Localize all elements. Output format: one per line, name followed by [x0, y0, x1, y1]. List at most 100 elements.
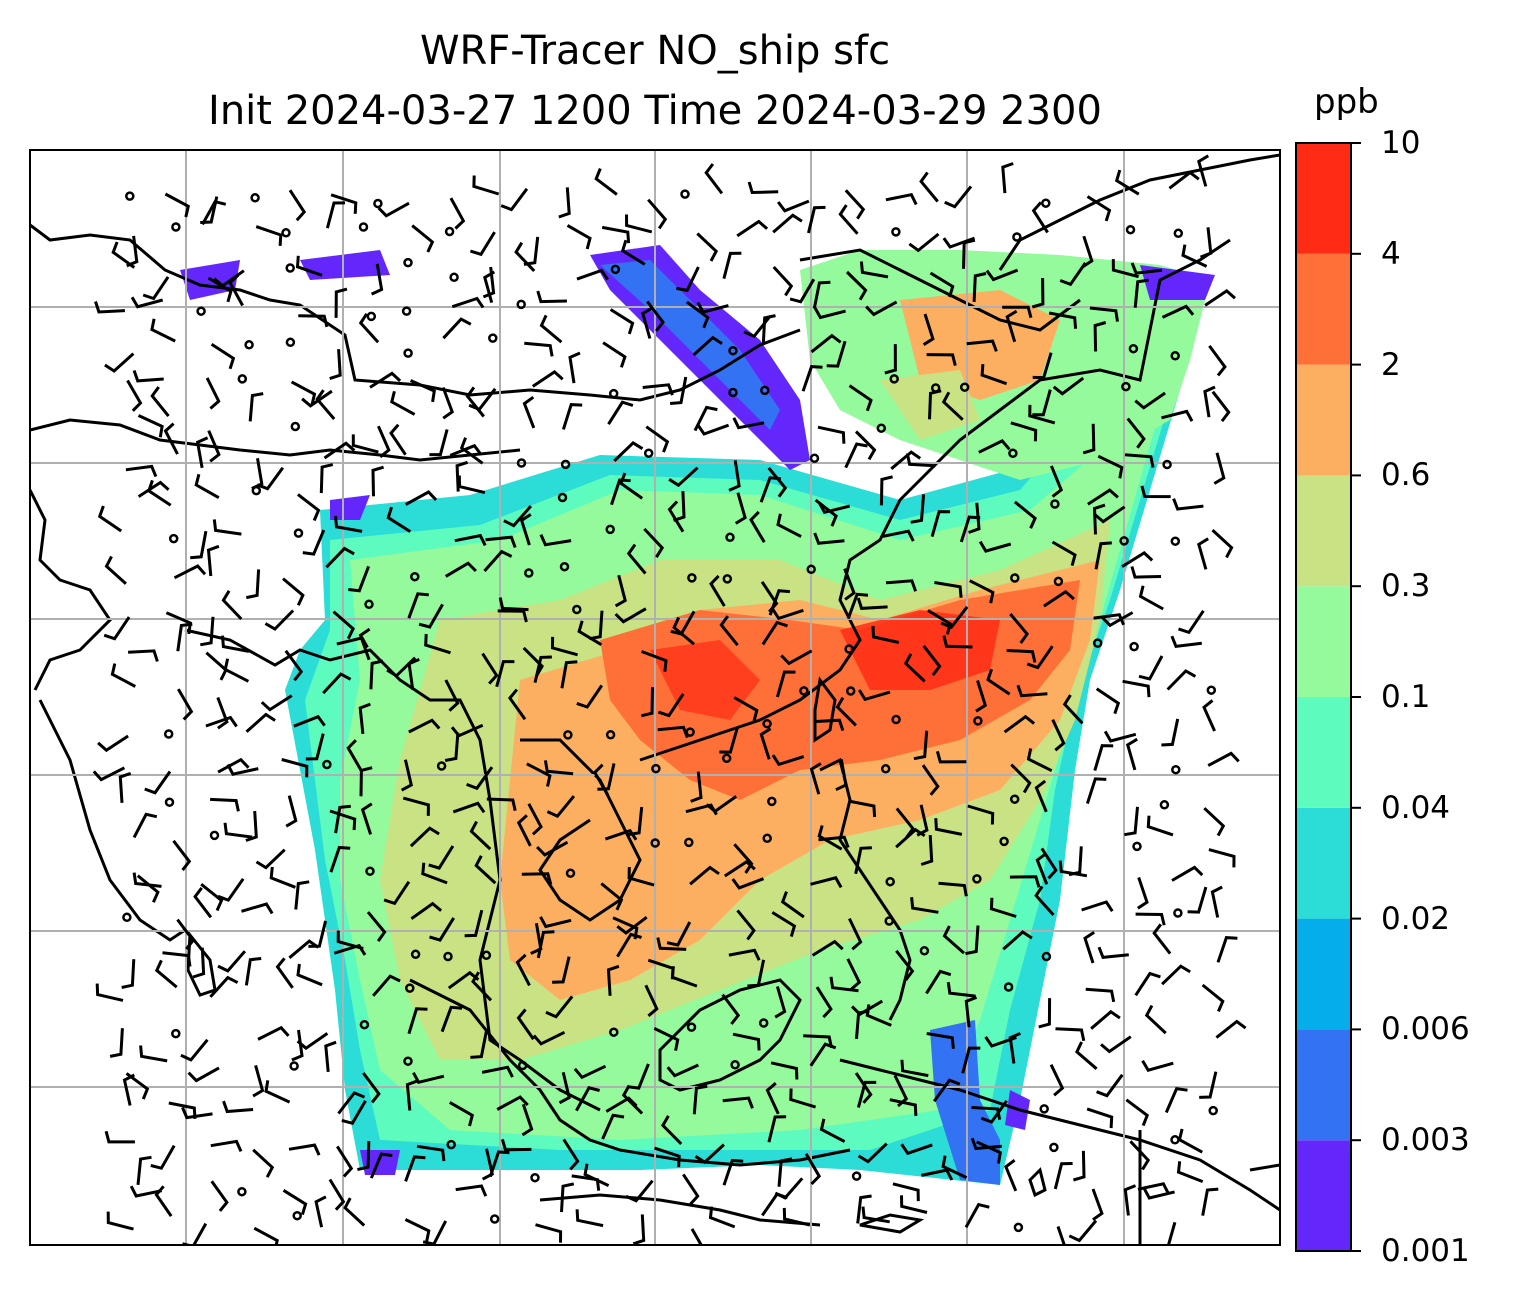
wind-barb	[245, 810, 258, 842]
wind-barb	[558, 1071, 571, 1105]
calm-circle	[449, 272, 459, 283]
wind-barb	[488, 1150, 510, 1178]
wind-barb	[1137, 1182, 1170, 1195]
colorbar-band	[1296, 253, 1351, 365]
wind-barb	[449, 443, 483, 457]
wind-barb	[1092, 503, 1106, 535]
calm-circle	[610, 264, 621, 275]
colorbar-label: 0.02	[1381, 900, 1451, 937]
wind-barb	[543, 760, 574, 776]
wind-barb	[919, 171, 939, 203]
wind-barb	[136, 874, 160, 903]
wind-barb	[885, 579, 918, 592]
calm-circle	[651, 763, 661, 774]
calm-circle	[572, 604, 582, 615]
wind-barb	[177, 688, 194, 721]
wind-barb	[1094, 541, 1112, 570]
wind-barb	[545, 995, 574, 1019]
wind-barb	[253, 1226, 279, 1245]
wind-barb	[498, 597, 529, 612]
wind-barb	[323, 441, 356, 460]
wind-barb	[1100, 1035, 1132, 1054]
wind-barb	[846, 958, 862, 991]
calm-circle	[1119, 536, 1129, 546]
calm-circle	[1125, 224, 1136, 235]
wind-barb	[980, 363, 1008, 386]
calm-circle	[524, 568, 534, 578]
wind-barb	[337, 1091, 366, 1115]
wind-barb	[1121, 551, 1154, 568]
calm-circle	[244, 340, 254, 350]
wind-barb	[264, 609, 295, 631]
calm-circle	[168, 533, 179, 544]
wind-barb	[241, 902, 274, 915]
wind-barb	[583, 1163, 610, 1187]
calm-circle	[1170, 1135, 1180, 1145]
calm-circle	[876, 423, 887, 433]
calm-circle	[516, 299, 526, 310]
wind-barb	[722, 251, 742, 279]
wind-barb	[1093, 321, 1107, 352]
wind-barb	[526, 762, 552, 787]
wind-barb	[125, 1072, 150, 1100]
wind-barb	[932, 1078, 961, 1103]
wind-barb	[164, 192, 191, 218]
wind-barb	[978, 540, 1012, 553]
calm-circle	[1128, 343, 1139, 354]
wind-barb	[889, 1098, 918, 1117]
wind-barb	[132, 812, 158, 839]
calm-circle	[488, 333, 498, 343]
wind-barb	[817, 425, 846, 444]
calm-circle	[999, 836, 1009, 847]
calm-circle	[643, 448, 654, 458]
wind-barb	[1124, 453, 1155, 468]
wind-barb	[777, 199, 810, 213]
wind-barb	[1168, 170, 1200, 190]
wind-barb	[1032, 389, 1052, 417]
wind-barb	[625, 1179, 654, 1203]
wind-barb	[1093, 505, 1126, 524]
wind-barb	[848, 917, 863, 951]
wind-barb	[661, 1115, 683, 1145]
wind-barb	[921, 1168, 954, 1181]
colorbar-band	[1296, 586, 1351, 697]
calm-circle	[762, 833, 772, 844]
wind-barb	[927, 609, 953, 635]
calm-circle	[1049, 1142, 1059, 1153]
calm-circle	[446, 1139, 456, 1150]
wind-barb	[925, 969, 952, 995]
wind-barb	[486, 797, 517, 812]
wind-barb	[640, 687, 654, 718]
calm-circle	[762, 718, 772, 729]
wind-barb	[386, 506, 412, 533]
wind-barb	[767, 466, 788, 498]
wind-barb	[1161, 409, 1194, 422]
calm-circle	[605, 524, 615, 535]
wind-barb	[1031, 277, 1045, 309]
calm-circle	[959, 382, 970, 392]
calm-circle	[125, 191, 135, 201]
wind-barb	[1166, 1221, 1177, 1245]
calm-circle	[293, 528, 304, 538]
wind-barb	[305, 733, 325, 761]
calm-circle	[1053, 576, 1064, 587]
wind-barb	[780, 649, 813, 666]
wind-barb	[1085, 777, 1107, 805]
wind-barb	[614, 574, 627, 608]
calm-circle	[410, 571, 420, 582]
wind-barb	[723, 859, 756, 878]
wind-barb	[508, 688, 527, 721]
wind-barb	[1211, 390, 1231, 423]
wind-barb	[194, 473, 220, 500]
calm-circle	[1050, 499, 1060, 509]
wind-barb	[1016, 684, 1048, 698]
wind-barb	[1170, 635, 1202, 649]
calm-circle	[251, 485, 262, 496]
wind-barb	[613, 441, 644, 462]
wind-barb	[369, 1152, 393, 1179]
wind-barb	[1126, 417, 1146, 449]
calm-circle	[799, 686, 809, 696]
wind-barb	[1203, 385, 1216, 418]
calm-circle	[1009, 794, 1020, 804]
calm-circle	[1208, 1105, 1218, 1116]
